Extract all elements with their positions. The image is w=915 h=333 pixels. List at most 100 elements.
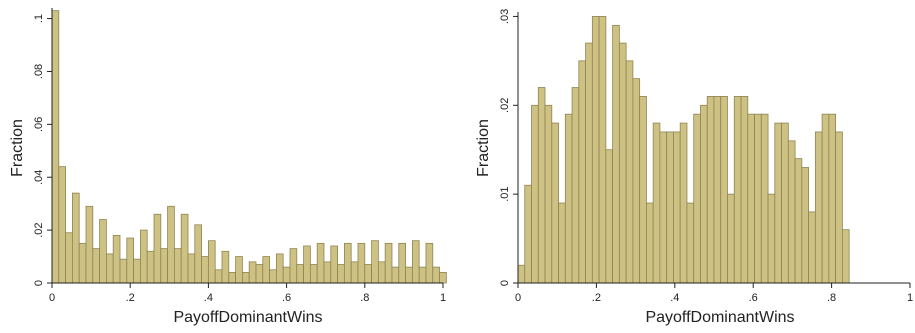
right-bar bbox=[767, 193, 776, 284]
left-bar bbox=[146, 250, 155, 284]
left-bar bbox=[248, 261, 257, 284]
right-bar bbox=[618, 42, 627, 284]
right-bar bbox=[760, 113, 769, 284]
left-bar bbox=[133, 258, 141, 284]
left-bar bbox=[65, 232, 73, 284]
left-y-tick-label: .06 bbox=[33, 117, 45, 132]
left-bar bbox=[432, 266, 440, 284]
right-bar bbox=[659, 131, 668, 284]
right-x-axis-title: PayoffDominantWins bbox=[645, 309, 794, 326]
left-bar bbox=[119, 258, 128, 284]
left-x-tick-label: 1 bbox=[440, 292, 446, 304]
right-bar bbox=[578, 60, 586, 284]
right-bar bbox=[713, 96, 722, 284]
left-bar bbox=[398, 242, 406, 284]
right-bar bbox=[774, 122, 782, 284]
left-x-tick-label: .2 bbox=[126, 292, 135, 304]
left-bar bbox=[275, 253, 284, 284]
left-y-tick-label: .1 bbox=[33, 14, 45, 23]
left-y-tick-label: .02 bbox=[33, 222, 45, 237]
right-bar bbox=[571, 87, 580, 284]
left-x-tick-label: 0 bbox=[49, 292, 55, 304]
left-bar bbox=[173, 248, 182, 284]
left-bar bbox=[343, 242, 352, 284]
right-bar bbox=[524, 184, 532, 284]
right-bar bbox=[551, 122, 559, 284]
left-bar bbox=[418, 266, 427, 284]
right-bar bbox=[720, 96, 728, 284]
left-bar bbox=[411, 240, 420, 284]
right-bar bbox=[612, 24, 620, 284]
left-bar bbox=[357, 242, 366, 284]
left-bar bbox=[99, 219, 107, 284]
left-bar bbox=[214, 269, 223, 284]
right-bar bbox=[706, 96, 715, 284]
left-bar bbox=[201, 256, 209, 284]
histogram-left: 0 .2 .4 .6 .8 1 0 .02 .04 .06 .08 .1 PayoffDominantW… bbox=[0, 0, 455, 328]
right-y-tick-label: .02 bbox=[499, 98, 511, 113]
right-bar bbox=[781, 122, 789, 284]
right-bar bbox=[700, 104, 708, 284]
right-x-tick-label: 0 bbox=[515, 292, 521, 304]
left-bar bbox=[350, 261, 359, 284]
chart-right: 0 .2 .4 .6 .8 1 0 .01 .02 .03 PayoffDominantWins Fr… bbox=[475, 9, 913, 326]
left-bar bbox=[167, 205, 175, 284]
left-bar bbox=[337, 264, 345, 284]
right-x-tick-label: .2 bbox=[592, 292, 601, 304]
left-bar bbox=[309, 264, 318, 284]
right-bar bbox=[639, 96, 647, 284]
right-y-axis-title: Fraction bbox=[475, 119, 492, 177]
right-bar bbox=[828, 113, 837, 284]
left-bar bbox=[78, 242, 87, 284]
left-bar bbox=[228, 272, 236, 284]
left-bar bbox=[92, 248, 101, 284]
left-y-tick-label: .04 bbox=[33, 170, 45, 185]
right-bar bbox=[808, 211, 816, 284]
left-x-tick-label: .4 bbox=[204, 292, 213, 304]
right-bar bbox=[537, 87, 546, 284]
left-bar bbox=[187, 253, 196, 284]
right-bar bbox=[787, 140, 796, 284]
right-y-tick-label: 0 bbox=[499, 280, 511, 286]
right-bar bbox=[564, 113, 573, 284]
right-bar bbox=[605, 149, 614, 284]
right-bar bbox=[558, 202, 566, 284]
left-bar bbox=[405, 266, 413, 284]
right-bar bbox=[801, 167, 809, 284]
chart-left: 0 .2 .4 .6 .8 1 0 .02 .04 .06 .08 .1 PayoffDominantW… bbox=[9, 8, 447, 326]
left-bar bbox=[241, 272, 250, 284]
left-bar bbox=[72, 192, 80, 284]
left-bar bbox=[85, 205, 94, 284]
right-bar bbox=[727, 193, 735, 284]
right-bar bbox=[673, 131, 681, 284]
left-bars bbox=[51, 10, 447, 284]
left-bar bbox=[255, 264, 264, 284]
left-bar bbox=[296, 264, 304, 284]
left-bar bbox=[377, 261, 386, 284]
right-bar bbox=[544, 104, 553, 284]
right-bar bbox=[740, 96, 749, 284]
left-bar bbox=[289, 248, 298, 284]
right-bar bbox=[841, 229, 850, 284]
right-bar bbox=[598, 16, 607, 284]
left-bar bbox=[323, 261, 332, 284]
right-bar bbox=[686, 202, 695, 284]
left-bar bbox=[303, 245, 311, 284]
left-bar bbox=[425, 242, 434, 284]
left-bar bbox=[235, 256, 243, 284]
left-bar bbox=[269, 269, 277, 284]
left-bar bbox=[391, 266, 400, 284]
right-x-tick-label: .8 bbox=[827, 292, 836, 304]
left-bar bbox=[106, 253, 114, 284]
left-plot-area bbox=[52, 8, 443, 283]
right-bar bbox=[517, 264, 526, 284]
right-bar bbox=[814, 131, 823, 284]
left-x-tick-label: .6 bbox=[282, 292, 291, 304]
right-bar bbox=[585, 42, 593, 284]
right-bar bbox=[747, 113, 755, 284]
left-bar bbox=[51, 10, 60, 284]
left-bar bbox=[262, 256, 270, 284]
right-bar bbox=[835, 131, 843, 284]
right-bar bbox=[591, 16, 600, 284]
left-bar bbox=[221, 250, 230, 284]
